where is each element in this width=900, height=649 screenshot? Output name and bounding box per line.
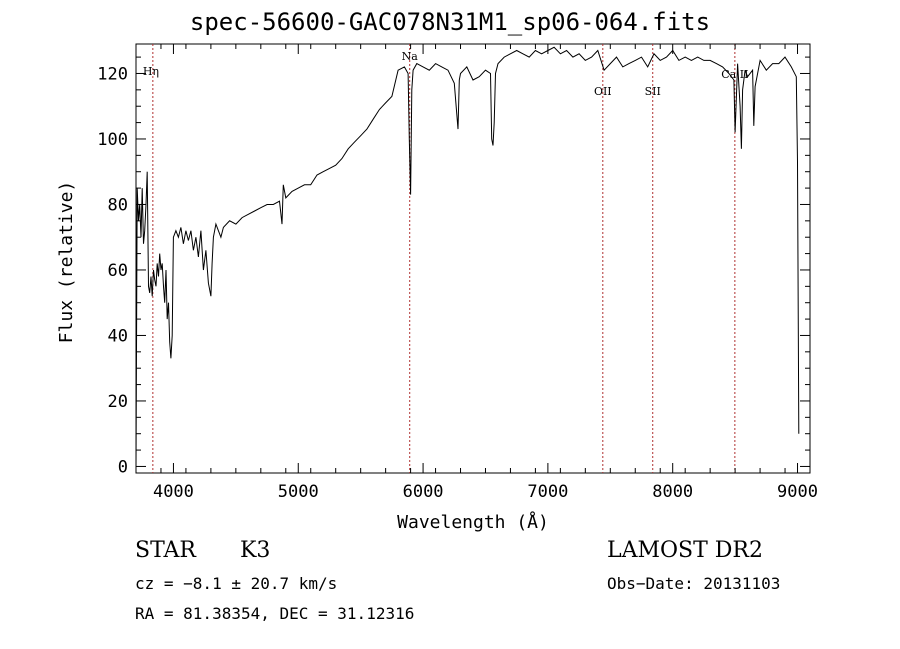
y-tick-label: 80 — [108, 195, 128, 215]
x-tick-label: 8000 — [652, 482, 693, 502]
y-tick-label: 100 — [97, 130, 128, 150]
x-tick-label: 6000 — [403, 482, 444, 502]
x-tick-label: 4000 — [153, 482, 194, 502]
object-type: STAR — [135, 538, 196, 563]
subclass: K3 — [240, 538, 271, 563]
spectrum-line — [135, 46, 800, 467]
redshift-velocity: cz = −8.1 ± 20.7 km/s — [135, 574, 338, 593]
coordinates: RA = 81.38354, DEC = 31.12316 — [135, 604, 415, 623]
y-tick-label: 60 — [108, 261, 128, 281]
spectral-line-label: OII — [594, 85, 612, 98]
x-tick-label: 7000 — [527, 482, 568, 502]
y-tick-label: 20 — [108, 392, 128, 412]
plot-frame — [135, 43, 811, 474]
chart-title: spec-56600-GAC078N31M1_sp06-064.fits — [189, 8, 711, 36]
x-axis-label: Wavelength (Å) — [397, 511, 549, 533]
x-tick-label: 5000 — [278, 482, 319, 502]
y-tick-label: 120 — [97, 64, 128, 84]
spectral-line-label: SII — [645, 85, 661, 98]
x-tick-label: 9000 — [777, 482, 818, 502]
y-tick-label: 0 — [118, 457, 128, 477]
y-axis-label: Flux (relative) — [56, 181, 77, 344]
spectral-line-label: Na — [402, 50, 419, 63]
observation-date: Obs−Date: 20131103 — [607, 574, 781, 593]
y-tick-label: 40 — [108, 326, 128, 346]
survey-name: LAMOST DR2 — [607, 538, 763, 563]
spectral-line-label: Hη — [143, 65, 159, 78]
spectral-line-label: Ca II — [721, 68, 748, 81]
